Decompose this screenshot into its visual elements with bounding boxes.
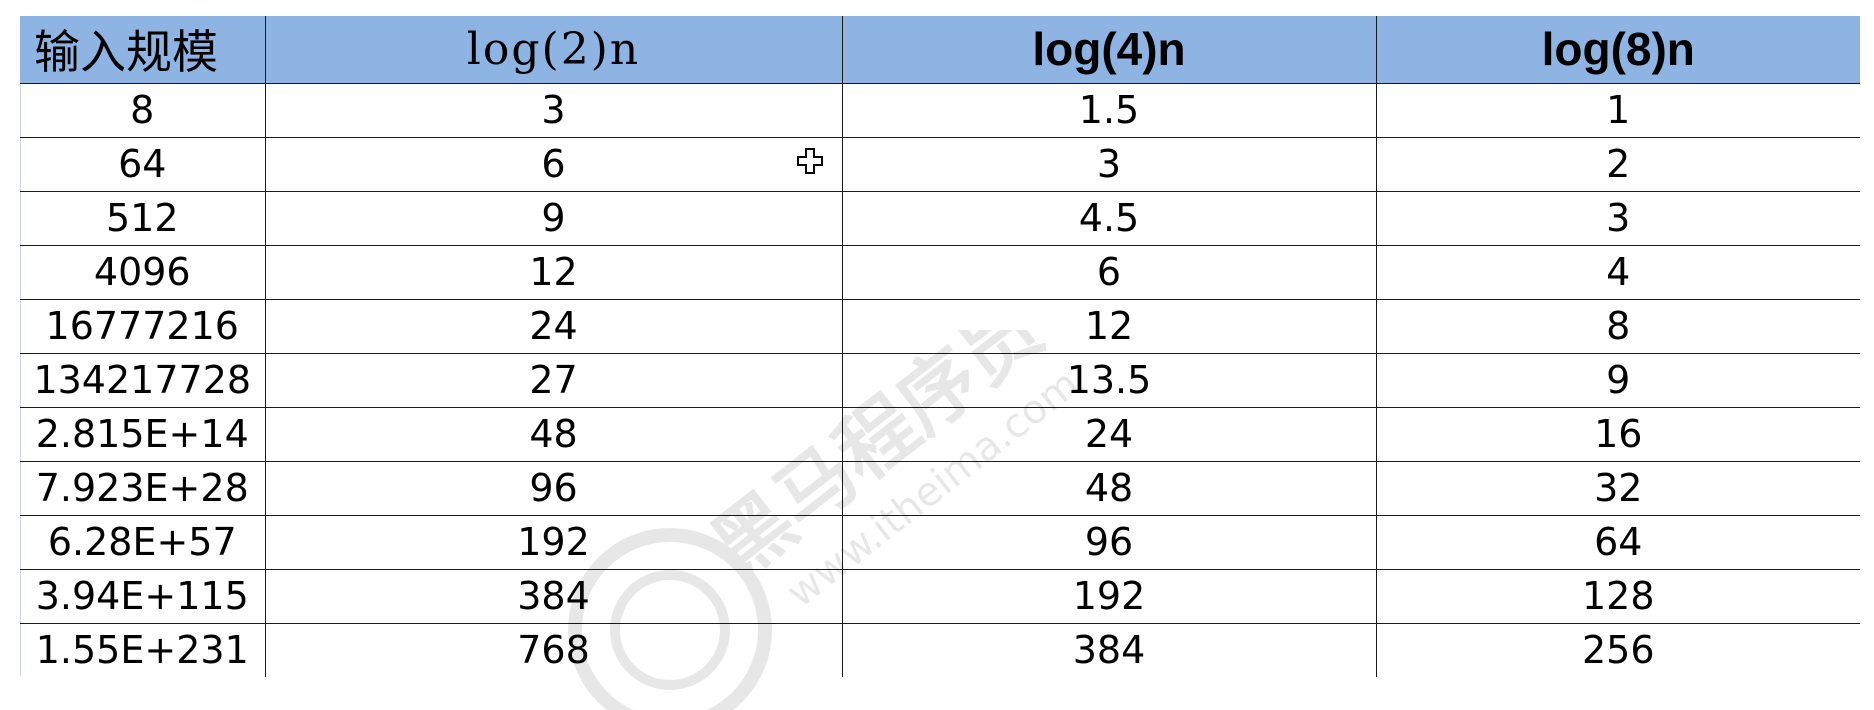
cell-input-size[interactable]: 6.28E+57 (20, 515, 266, 570)
table-row: 134217728 27 13.5 9 (20, 353, 1860, 408)
table-row: 512 9 4.5 3 (20, 191, 1860, 246)
cell-log4[interactable]: 96 (842, 515, 1377, 570)
table-row: 1.55E+231 768 384 256 (20, 623, 1860, 677)
cell-input-size[interactable]: 1.55E+231 (20, 623, 266, 677)
table-body: 8 3 1.5 1 64 6 3 2 512 9 4.5 3 4096 12 6 4 16777216 24 12 8… (20, 83, 1860, 677)
cell-log2[interactable]: 192 (265, 515, 843, 570)
cell-log8[interactable]: 1 (1376, 83, 1860, 138)
cell-select-cross-icon (797, 148, 823, 174)
cell-log8[interactable]: 8 (1376, 299, 1860, 354)
header-cell-input-size[interactable]: 输入规模 (20, 16, 266, 84)
header-row: 输入规模 log(2)n log(4)n log(8)n (20, 16, 1860, 84)
cell-input-size[interactable]: 8 (20, 83, 266, 138)
cell-log4[interactable]: 24 (842, 407, 1377, 462)
table-row: 6.28E+57 192 96 64 (20, 515, 1860, 570)
cell-log2[interactable]: 6 (265, 137, 843, 192)
cell-input-size[interactable]: 134217728 (20, 353, 266, 408)
cell-log4[interactable]: 12 (842, 299, 1377, 354)
log-comparison-table: 输入规模 log(2)n log(4)n log(8)n 8 3 1.5 1 64 6 3 2… (20, 16, 1860, 677)
spreadsheet-table-region: 输入规模 log(2)n log(4)n log(8)n 8 3 1.5 1 64 6 3 2… (20, 16, 1860, 677)
header-cell-log2[interactable]: log(2)n (265, 16, 843, 84)
table-row: 7.923E+28 96 48 32 (20, 461, 1860, 516)
cell-log4[interactable]: 4.5 (842, 191, 1377, 246)
cell-log4[interactable]: 13.5 (842, 353, 1377, 408)
cell-log4[interactable]: 384 (842, 623, 1377, 677)
cell-log2[interactable]: 27 (265, 353, 843, 408)
table-row: 3.94E+115 384 192 128 (20, 569, 1860, 624)
table-row: 2.815E+14 48 24 16 (20, 407, 1860, 462)
cell-log2[interactable]: 24 (265, 299, 843, 354)
cell-log8[interactable]: 32 (1376, 461, 1860, 516)
cell-input-size[interactable]: 64 (20, 137, 266, 192)
cell-input-size[interactable]: 3.94E+115 (20, 569, 266, 624)
cell-log8[interactable]: 128 (1376, 569, 1860, 624)
cell-log2[interactable]: 96 (265, 461, 843, 516)
cell-log4[interactable]: 48 (842, 461, 1377, 516)
cell-input-size[interactable]: 512 (20, 191, 266, 246)
header-cell-log8[interactable]: log(8)n (1376, 16, 1860, 84)
header-cell-log4[interactable]: log(4)n (842, 16, 1377, 84)
cell-log2[interactable]: 48 (265, 407, 843, 462)
cell-log4[interactable]: 192 (842, 569, 1377, 624)
table-row: 8 3 1.5 1 (20, 83, 1860, 138)
table-row: 16777216 24 12 8 (20, 299, 1860, 354)
cell-log2[interactable]: 768 (265, 623, 843, 677)
cell-input-size[interactable]: 4096 (20, 245, 266, 300)
row-header-strip (0, 16, 21, 676)
cell-log2[interactable]: 384 (265, 569, 843, 624)
cell-log2[interactable]: 3 (265, 83, 843, 138)
cell-log8[interactable]: 2 (1376, 137, 1860, 192)
cell-log4[interactable]: 3 (842, 137, 1377, 192)
cell-log4[interactable]: 1.5 (842, 83, 1377, 138)
cell-log8[interactable]: 16 (1376, 407, 1860, 462)
cell-input-size[interactable]: 7.923E+28 (20, 461, 266, 516)
cell-input-size[interactable]: 2.815E+14 (20, 407, 266, 462)
cell-log8[interactable]: 64 (1376, 515, 1860, 570)
cell-log8[interactable]: 256 (1581, 628, 1655, 673)
cell-log8[interactable]: 4 (1376, 245, 1860, 300)
cell-log8[interactable]: 3 (1376, 191, 1860, 246)
cell-log4[interactable]: 6 (842, 245, 1377, 300)
table-row: 4096 12 6 4 (20, 245, 1860, 300)
cell-input-size[interactable]: 16777216 (20, 299, 266, 354)
table-row: 64 6 3 2 (20, 137, 1860, 192)
cell-log2[interactable]: 12 (265, 245, 843, 300)
cell-log2[interactable]: 9 (265, 191, 843, 246)
cell-log8[interactable]: 9 (1376, 353, 1860, 408)
